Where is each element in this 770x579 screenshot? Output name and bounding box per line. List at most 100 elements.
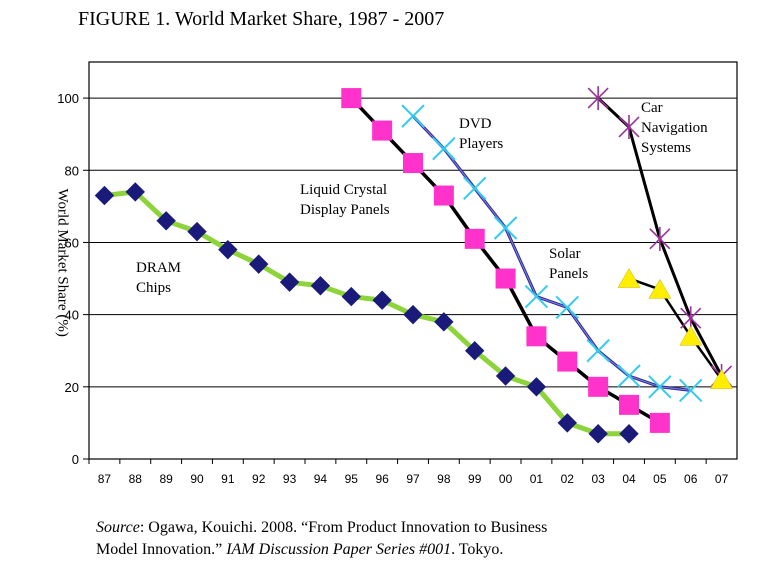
marker-dram-chips-04 (619, 424, 639, 444)
series-label-solar-panels-0: Solar (549, 246, 581, 262)
x-tick-label-97: 97 (406, 472, 420, 486)
y-tick-label-100: 100 (57, 91, 79, 106)
marker-solar-panels-07 (710, 369, 734, 389)
marker-car-navigation-systems-05 (649, 226, 671, 251)
series-label-liquid-crystal-display-panels-0: Liquid Crystal (300, 182, 387, 198)
marker-liquid-crystal-display-panels-95 (341, 88, 362, 109)
marker-dram-chips-88 (125, 182, 145, 202)
marker-dram-chips-93 (279, 272, 300, 292)
y-tick-label-40: 40 (65, 308, 79, 323)
x-tick-labels: 87 88 89 90 91 92 93 94 95 96 97 98 99 00 01 02 03 04 05 06… (98, 472, 729, 486)
marker-liquid-crystal-display-panels-00 (495, 268, 516, 289)
series-labels: DRAM Chips Liquid Crystal Display Panels DVD… (136, 100, 708, 296)
source-text-3: . Tokyo. (451, 541, 504, 558)
x-tick-label-99: 99 (468, 472, 482, 486)
x-tick-label-01: 01 (530, 472, 544, 486)
x-tick-label-91: 91 (221, 472, 235, 486)
x-tick-label-95: 95 (345, 472, 359, 486)
x-tick-label-90: 90 (190, 472, 204, 486)
marker-dvd-players-04 (617, 364, 641, 388)
x-tick-label-94: 94 (314, 472, 328, 486)
marker-liquid-crystal-display-panels-99 (464, 228, 485, 249)
marker-liquid-crystal-display-panels-03 (588, 376, 609, 397)
x-tick-label-04: 04 (622, 472, 636, 486)
x-tick-label-05: 05 (653, 472, 667, 486)
y-tick-label-20: 20 (65, 380, 79, 395)
marker-dram-chips-02 (557, 413, 577, 433)
x-tick-label-06: 06 (684, 472, 698, 486)
marker-dram-chips-01 (526, 377, 547, 397)
grid-lines (89, 97, 737, 388)
marker-dvd-players-97 (401, 104, 425, 128)
axes (83, 61, 738, 464)
y-tick-label-60: 60 (65, 235, 79, 250)
x-tick-label-00: 00 (499, 472, 513, 486)
plot-frame (88, 61, 738, 460)
marker-car-navigation-systems-04 (618, 114, 640, 139)
marker-dram-chips-95 (341, 286, 361, 307)
figure-title: FIGURE 1. World Market Share, 1987 - 200… (78, 8, 445, 30)
x-tick-label-92: 92 (252, 472, 266, 486)
source-series-title: IAM Discussion Paper Series #001 (226, 541, 452, 558)
marker-dram-chips-96 (372, 290, 392, 310)
marker-dvd-players-00 (493, 216, 518, 240)
marker-dram-chips-92 (249, 254, 269, 274)
source-label: Source (96, 519, 140, 536)
marker-car-navigation-systems-03 (587, 86, 609, 111)
marker-dram-chips-91 (218, 239, 238, 260)
marker-liquid-crystal-display-panels-05 (649, 412, 670, 433)
source-text-1: : Ogawa, Kouichi. 2008. “From Product In… (139, 519, 548, 536)
marker-dram-chips-90 (187, 221, 207, 242)
marker-dvd-players-03 (586, 339, 610, 363)
series-label-dvd-players-1: Players (459, 136, 503, 152)
series-label-dram-chips-0: DRAM (136, 260, 181, 276)
marker-liquid-crystal-display-panels-02 (557, 351, 578, 372)
series-label-dvd-players-0: DVD (459, 116, 492, 132)
x-tick-label-93: 93 (283, 472, 297, 486)
x-tick-label-89: 89 (159, 472, 173, 486)
marker-dvd-players-01 (524, 284, 549, 309)
marker-dvd-players-02 (555, 295, 579, 320)
series-label-car-navigation-systems-1: Navigation (641, 120, 708, 136)
x-tick-label-88: 88 (129, 472, 143, 486)
marker-liquid-crystal-display-panels-98 (433, 185, 454, 206)
x-tick-label-03: 03 (591, 472, 605, 486)
marker-liquid-crystal-display-panels-97 (403, 153, 423, 174)
marker-liquid-crystal-display-panels-01 (526, 326, 547, 347)
source-citation: Source: Ogawa, Kouichi. 2008. “From Prod… (96, 517, 547, 561)
series-label-car-navigation-systems-0: Car (641, 100, 663, 116)
series-line-highlight-dvd-players (412, 115, 691, 391)
marker-dvd-players-06 (679, 378, 703, 403)
y-tick-labels: 0 20 40 60 80 100 (57, 91, 79, 467)
y-axis-label: World Market Share (%) (54, 188, 71, 337)
marker-dram-chips-97 (403, 304, 423, 325)
series-label-liquid-crystal-display-panels-1: Display Panels (300, 202, 390, 218)
series-markers (94, 86, 734, 444)
series-label-solar-panels-1: Panels (549, 266, 588, 282)
marker-solar-panels-06 (679, 325, 703, 346)
series-label-dram-chips-1: Chips (136, 280, 171, 296)
marker-dram-chips-03 (588, 424, 608, 444)
series-label-car-navigation-systems-2: Systems (641, 140, 691, 156)
x-tick-label-07: 07 (715, 472, 729, 486)
x-tick-label-87: 87 (98, 472, 112, 486)
marker-dram-chips-87 (94, 185, 115, 206)
series-line-dram-chips (101, 189, 632, 437)
marker-solar-panels-04 (617, 268, 641, 288)
marker-dvd-players-99 (463, 176, 487, 201)
series-lines (101, 96, 724, 437)
y-tick-label-0: 0 (72, 452, 79, 467)
x-tick-label-02: 02 (561, 472, 575, 486)
marker-liquid-crystal-display-panels-04 (619, 394, 639, 415)
marker-dram-chips-89 (156, 211, 176, 231)
source-text-2: Model Innovation.” (96, 541, 227, 558)
marker-dram-chips-00 (495, 366, 516, 386)
series-line-solar-panels (627, 277, 723, 381)
marker-dvd-players-98 (432, 136, 456, 161)
y-tick-label-80: 80 (65, 163, 79, 178)
x-tick-label-98: 98 (437, 472, 451, 486)
marker-liquid-crystal-display-panels-96 (372, 120, 393, 141)
marker-dram-chips-98 (434, 312, 454, 332)
x-tick-label-96: 96 (375, 472, 389, 486)
